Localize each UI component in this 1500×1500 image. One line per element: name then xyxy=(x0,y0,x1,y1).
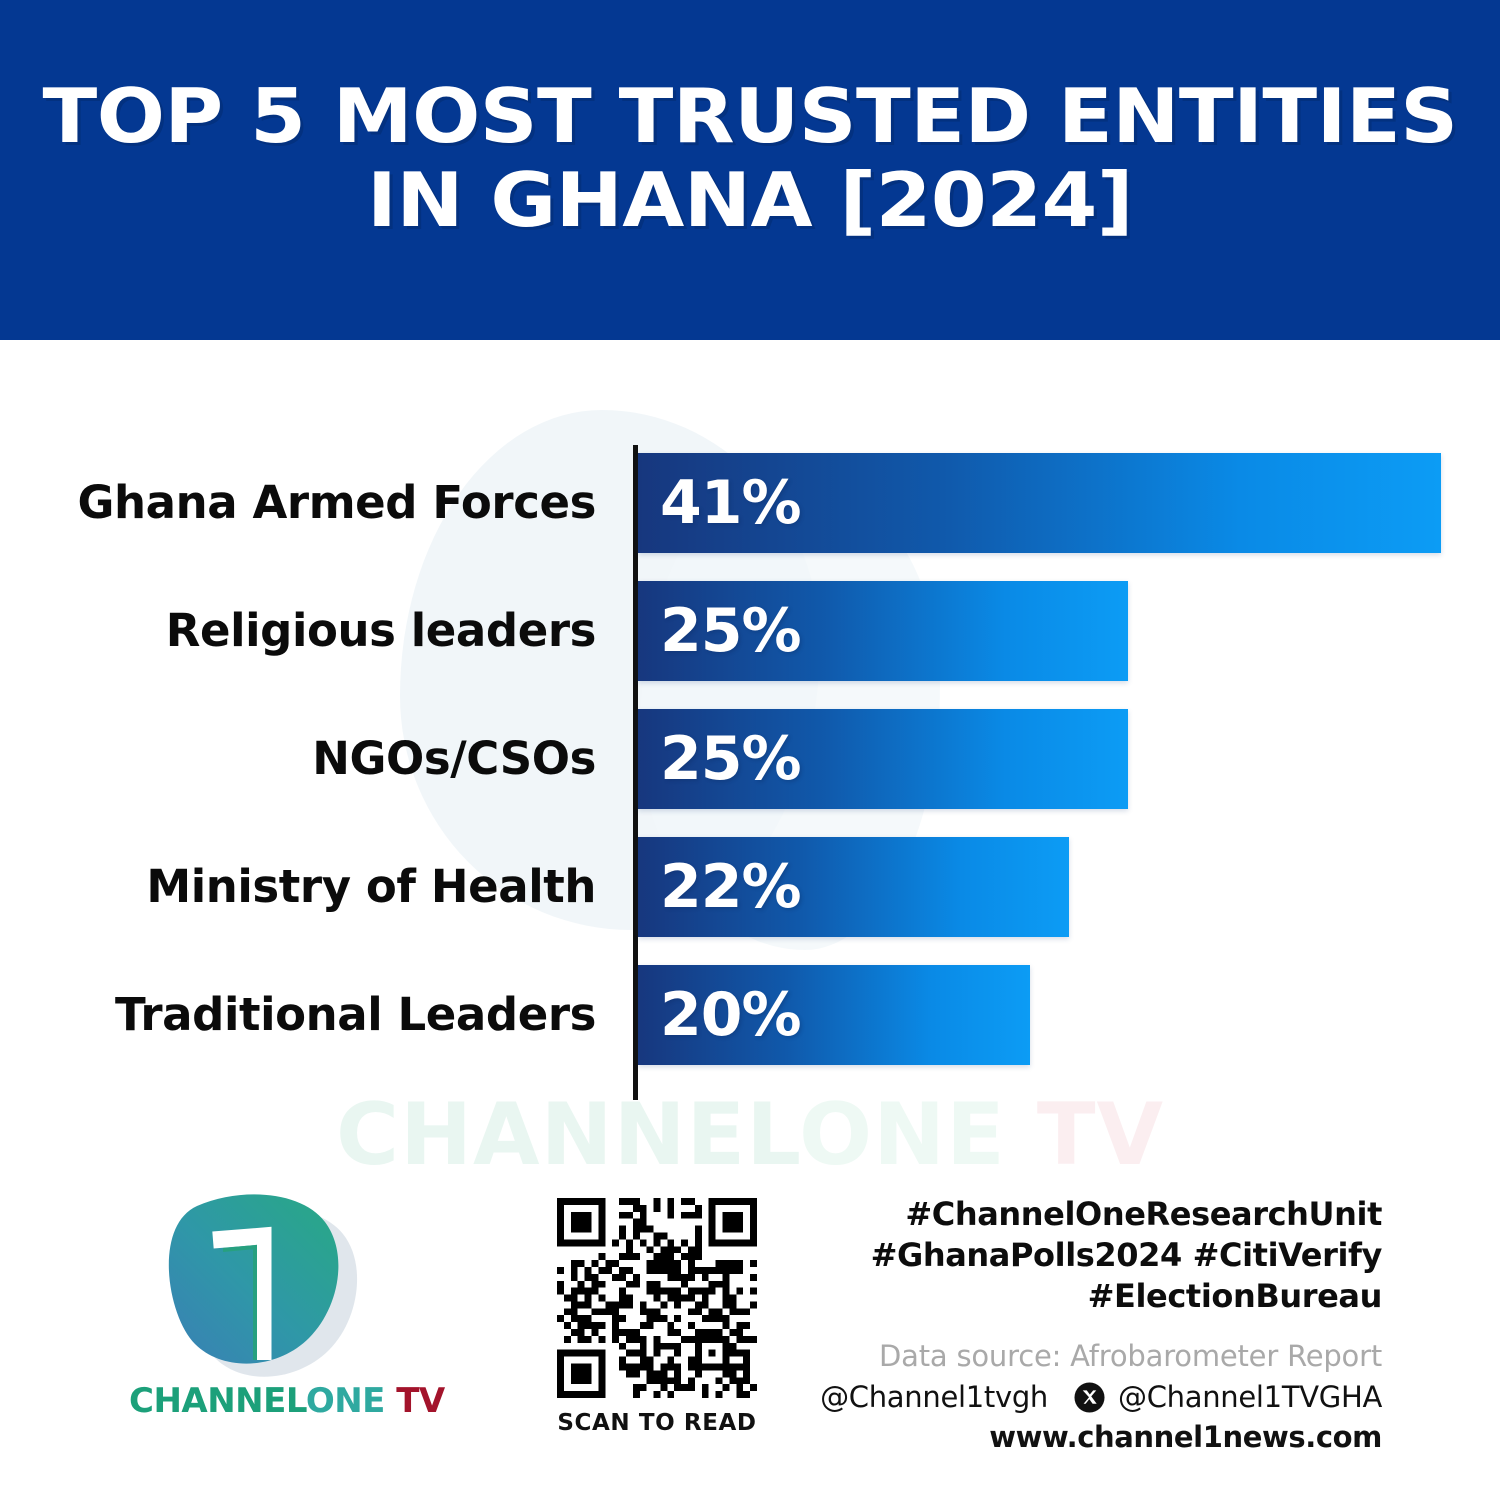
bar-row: Ghana Armed Forces 41% xyxy=(0,453,1500,553)
logo-wordmark: CHANNELONE TV xyxy=(129,1381,445,1421)
bar-row: Religious leaders 25% xyxy=(0,581,1500,681)
bar: 41% xyxy=(638,453,1441,553)
bar: 25% xyxy=(638,581,1128,681)
x-icon-wrapper xyxy=(1074,1381,1108,1413)
logo-word-one: ONE xyxy=(305,1381,386,1421)
bar-value-label: 25% xyxy=(660,596,802,666)
chart-axis-line xyxy=(633,445,638,1100)
bar-row: NGOs/CSOs 25% xyxy=(0,709,1500,809)
bar-value-label: 41% xyxy=(660,468,802,538)
bar-category-label: Ministry of Health xyxy=(146,860,596,913)
bar: 20% xyxy=(638,965,1030,1065)
bar-category-label: Traditional Leaders xyxy=(115,988,596,1041)
channel-one-logo: CHANNELONE TV xyxy=(129,1188,445,1438)
hashtags-text: #ChannelOneResearchUnit #GhanaPolls2024 … xyxy=(870,1195,1383,1315)
bar-category-label: Ghana Armed Forces xyxy=(77,476,596,529)
bar-value-label: 22% xyxy=(660,852,802,922)
qr-caption: SCAN TO READ xyxy=(557,1410,757,1436)
logo-word-channel: CHANNEL xyxy=(129,1381,306,1421)
qr-code-image[interactable] xyxy=(545,1198,769,1398)
social-handle-primary[interactable]: @Channel1tvgh xyxy=(820,1380,1049,1414)
bar: 25% xyxy=(638,709,1128,809)
bar-wrapper: 22% xyxy=(638,837,1069,937)
x-twitter-icon[interactable] xyxy=(1074,1381,1105,1413)
social-links-row: @Channel1tvgh @Channel1TVGHA xyxy=(820,1380,1382,1414)
bar-rows-container: Ghana Armed Forces 41% Religious leaders 25… xyxy=(0,453,1500,1093)
website-url[interactable]: www.channel1news.com xyxy=(989,1420,1382,1454)
social-handle-x[interactable]: @Channel1TVGHA xyxy=(1118,1380,1382,1414)
data-source-text: Data source: Afrobarometer Report xyxy=(879,1339,1382,1373)
bar-category-label: NGOs/CSOs xyxy=(312,732,596,785)
bar-wrapper: 20% xyxy=(638,965,1030,1065)
header-banner: TOP 5 MOST TRUSTED ENTITIES IN GHANA [20… xyxy=(0,0,1500,340)
bar-wrapper: 41% xyxy=(638,453,1441,553)
channel-one-logo-mark xyxy=(168,1194,358,1377)
bar-chart: CHANNELONE TV Ghana Armed Forces 41% Relig… xyxy=(0,340,1500,1185)
footer-info-column: #ChannelOneResearchUnit #GhanaPolls2024 … xyxy=(820,1194,1383,1454)
qr-code-block[interactable]: SCAN TO READ xyxy=(545,1198,775,1436)
bar-row: Traditional Leaders 20% xyxy=(0,965,1500,1065)
page-title: TOP 5 MOST TRUSTED ENTITIES IN GHANA [20… xyxy=(42,72,1458,244)
bar-value-label: 25% xyxy=(660,724,802,794)
logo-word-tv: TV xyxy=(384,1381,445,1421)
bar-category-label: Religious leaders xyxy=(165,604,597,657)
bar-wrapper: 25% xyxy=(638,709,1128,809)
bar-wrapper: 25% xyxy=(638,581,1128,681)
bar-value-label: 20% xyxy=(660,980,802,1050)
bar-row: Ministry of Health 22% xyxy=(0,837,1500,937)
bar: 22% xyxy=(638,837,1069,937)
footer: CHANNELONE TV SCAN TO READ #ChannelOneRe… xyxy=(0,1170,1500,1500)
